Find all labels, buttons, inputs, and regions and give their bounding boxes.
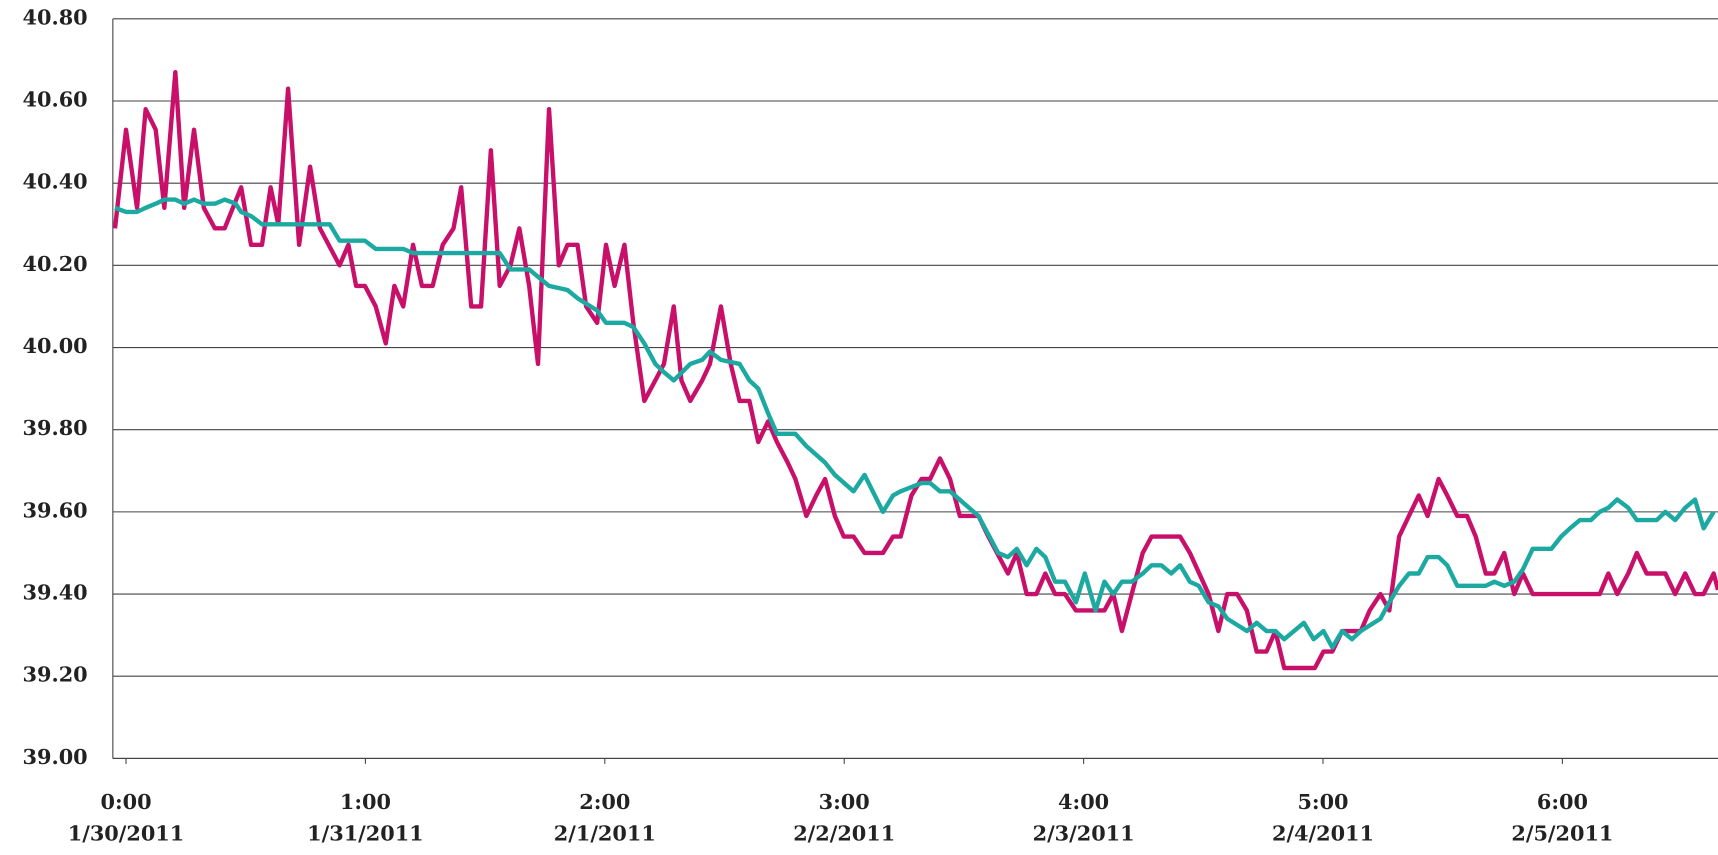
x-tick-date: 2/2/2011 (793, 821, 895, 846)
y-tick-label: 39.40 (23, 580, 88, 605)
y-tick-label: 40.00 (23, 333, 88, 358)
x-tick-label: 4:00 (1058, 789, 1109, 814)
y-tick-label: 40.60 (23, 86, 88, 111)
y-tick-label: 39.00 (23, 744, 88, 769)
x-tick-date: 1/31/2011 (307, 821, 424, 846)
x-tick-label: 1:00 (340, 789, 391, 814)
y-tick-label: 40.20 (23, 251, 88, 276)
x-tick-date: 2/3/2011 (1033, 821, 1135, 846)
x-tick-label: 6:00 (1537, 789, 1588, 814)
x-tick-label: 3:00 (819, 789, 870, 814)
series-line (112, 70, 1718, 671)
x-tick-date: 2/1/2011 (554, 821, 656, 846)
y-tick-label: 40.40 (23, 169, 88, 194)
y-tick-label: 39.60 (23, 497, 88, 522)
y-tick-label: 39.20 (23, 662, 88, 687)
x-tick-date: 2/4/2011 (1272, 821, 1374, 846)
y-tick-label: 39.80 (23, 415, 88, 440)
x-tick-label: 5:00 (1297, 789, 1348, 814)
series-line (114, 197, 1716, 650)
x-tick-date: 1/30/2011 (68, 821, 185, 846)
x-tick-label: 2:00 (579, 789, 630, 814)
y-tick-label: 40.80 (23, 4, 88, 29)
x-tick-label: 0:00 (100, 789, 151, 814)
x-tick-date: 2/5/2011 (1511, 821, 1613, 846)
